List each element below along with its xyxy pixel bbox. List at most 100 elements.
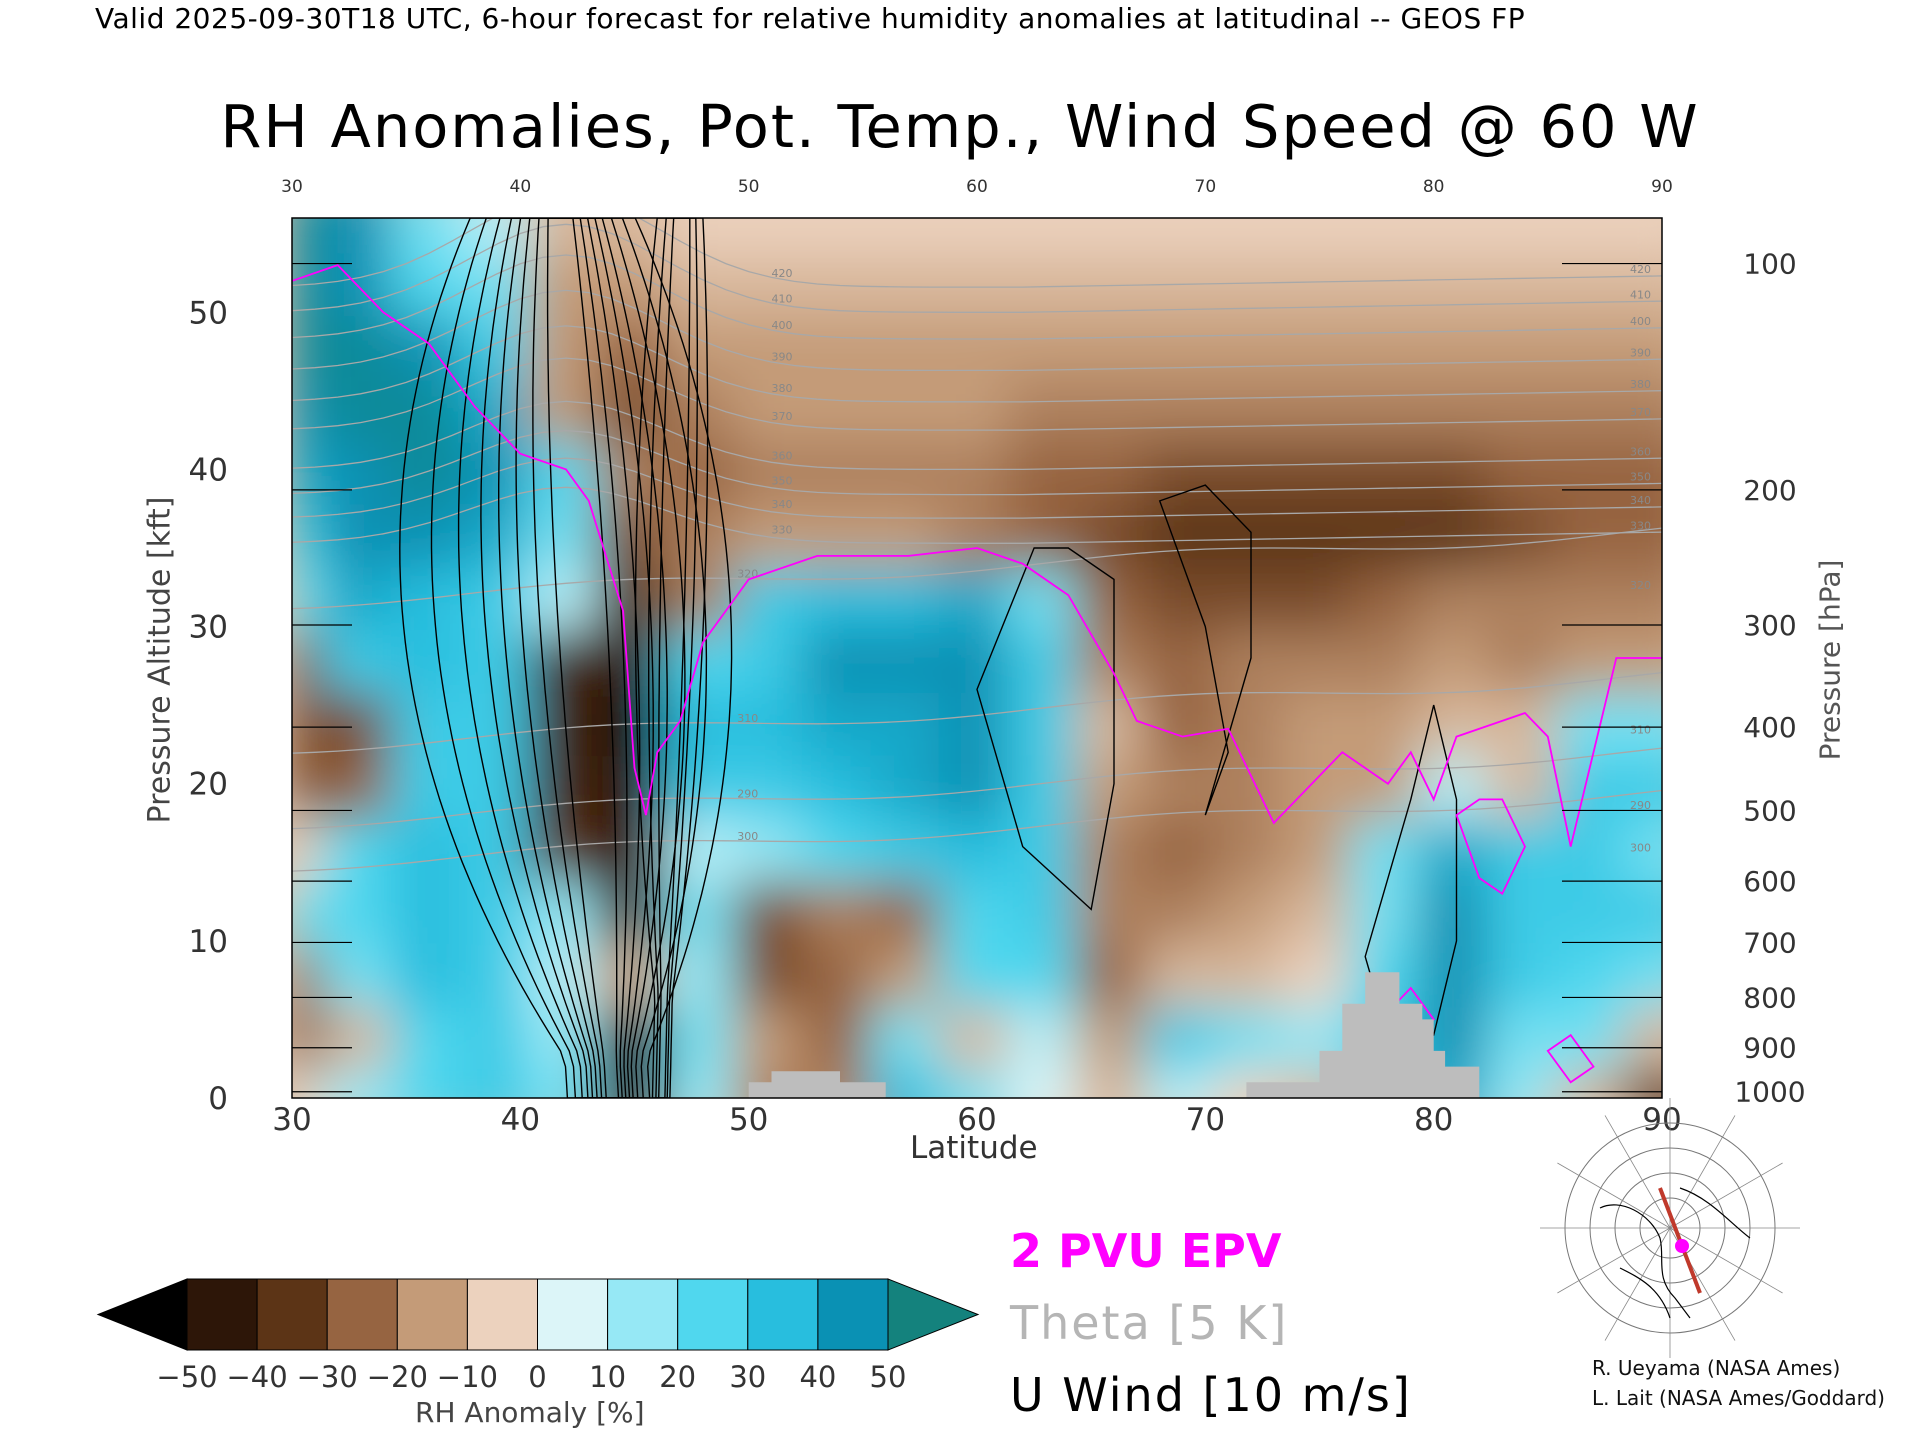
theta-contour-label: 390 — [772, 350, 793, 363]
rh-cell — [1075, 245, 1153, 317]
rh-cell — [1144, 218, 1221, 254]
rh-cell — [870, 218, 947, 254]
rh-cell — [870, 496, 947, 568]
rh-cell — [1486, 622, 1564, 694]
rh-cell — [870, 308, 947, 380]
theta-contour-label: 400 — [772, 319, 793, 332]
rh-cell — [1281, 622, 1358, 694]
rh-cell — [938, 371, 1016, 442]
y-tick-label-right: 300 — [1743, 609, 1796, 642]
rh-cell — [527, 748, 605, 820]
rh-cell — [1281, 371, 1358, 442]
rh-cell — [801, 811, 879, 882]
rh-cell — [938, 811, 1016, 882]
rh-cell — [664, 496, 742, 568]
rh-cell — [733, 685, 810, 757]
rh-cell — [1555, 371, 1632, 442]
rh-cell — [596, 811, 673, 882]
legend-theta: Theta [5 K] — [1010, 1296, 1289, 1350]
rh-cell — [1075, 811, 1153, 882]
rh-cell — [390, 811, 468, 882]
colorbar-tick-label: −30 — [296, 1360, 358, 1394]
credit-line-1: R. Ueyama (NASA Ames) — [1592, 1356, 1841, 1380]
rh-cell — [1281, 685, 1358, 757]
rh-cell — [1349, 308, 1427, 380]
inset-meridian — [1669, 1227, 1783, 1294]
rh-cell — [1555, 999, 1632, 1071]
rh-cell — [1349, 685, 1427, 757]
rh-cell — [459, 811, 536, 882]
rh-cell — [1075, 371, 1153, 442]
y-axis-label-right: Pressure [hPa] — [1813, 559, 1847, 761]
rh-cell — [527, 496, 605, 568]
u-wind-contour — [430, 218, 708, 1098]
rh-cell — [1349, 874, 1427, 945]
u-wind-contour — [546, 218, 620, 1098]
rh-cell — [733, 218, 810, 254]
theta-contour — [292, 400, 1662, 471]
u-wind-contour — [515, 218, 641, 1098]
rh-cell — [938, 308, 1016, 380]
rh-cell — [1075, 936, 1153, 1008]
y-tick-label-right: 800 — [1743, 981, 1796, 1014]
theta-contours: 290 290 300 300 310 310 320 320 330 330 340 340 350 3… — [292, 218, 1662, 872]
rh-cell — [459, 308, 536, 380]
u-wind-contour — [1158, 484, 1252, 816]
rh-cell — [1212, 308, 1290, 380]
pressure-ticks — [292, 262, 1662, 1093]
u-wind-contour — [480, 218, 668, 1098]
u-wind-contour — [634, 218, 709, 1098]
rh-cell — [596, 308, 673, 380]
theta-contour-label: 310 — [737, 712, 758, 725]
rh-cell — [1144, 496, 1221, 568]
rh-cell — [1623, 371, 1662, 442]
rh-cell — [1144, 685, 1221, 757]
rh-cell — [459, 559, 536, 631]
colorbar-bin — [326, 1278, 398, 1351]
rh-cell — [938, 245, 1016, 317]
rh-cell — [527, 874, 605, 945]
y-tick-label-left: 20 — [189, 767, 228, 803]
rh-cell — [801, 748, 879, 820]
x-tick-label: 50 — [729, 1102, 768, 1138]
theta-contour-label: 370 — [772, 410, 793, 423]
rh-cell — [1555, 218, 1632, 254]
epv-contour — [1546, 1033, 1595, 1084]
rh-cell — [1075, 496, 1153, 568]
rh-cell — [870, 748, 947, 820]
theta-contour-label: 410 — [1630, 288, 1651, 301]
rh-cell — [1144, 622, 1221, 694]
rh-cell — [390, 622, 468, 694]
x-tick-label: 60 — [957, 1102, 996, 1138]
theta-contour-label: 340 — [772, 498, 793, 511]
rh-cell — [1144, 811, 1221, 882]
theta-contour-label: 290 — [1630, 799, 1651, 812]
rh-cell — [1007, 811, 1084, 882]
colorbar-tick-label: 50 — [869, 1360, 907, 1394]
epv-contour — [1455, 798, 1526, 896]
rh-cell — [390, 874, 468, 945]
rh-cell — [322, 308, 399, 380]
rh-cell — [1623, 685, 1662, 757]
rh-cell — [527, 308, 605, 380]
rh-cell — [390, 936, 468, 1008]
rh-cell — [938, 936, 1016, 1008]
rh-cell — [459, 218, 536, 254]
u-wind-contour — [648, 218, 698, 1098]
theta-contour-label: 330 — [1630, 519, 1651, 532]
rh-cell — [1486, 999, 1564, 1071]
rh-cell — [390, 999, 468, 1071]
theta-contour-label: 420 — [1630, 263, 1651, 276]
y-axis-label-left: Pressure Altitude [kft] — [142, 496, 178, 824]
rh-cell — [1212, 811, 1290, 882]
rh-cell — [733, 245, 810, 317]
theta-contour-label: 400 — [1630, 315, 1651, 328]
rh-cell — [459, 748, 536, 820]
rh-cell — [1623, 874, 1662, 945]
theta-contour-label: 390 — [1630, 346, 1651, 359]
x-tick-label: 30 — [272, 1102, 311, 1138]
rh-cell — [1075, 218, 1153, 254]
rh-cell — [733, 874, 810, 945]
y-tick-label-right: 700 — [1743, 926, 1796, 959]
rh-cell — [596, 218, 673, 254]
